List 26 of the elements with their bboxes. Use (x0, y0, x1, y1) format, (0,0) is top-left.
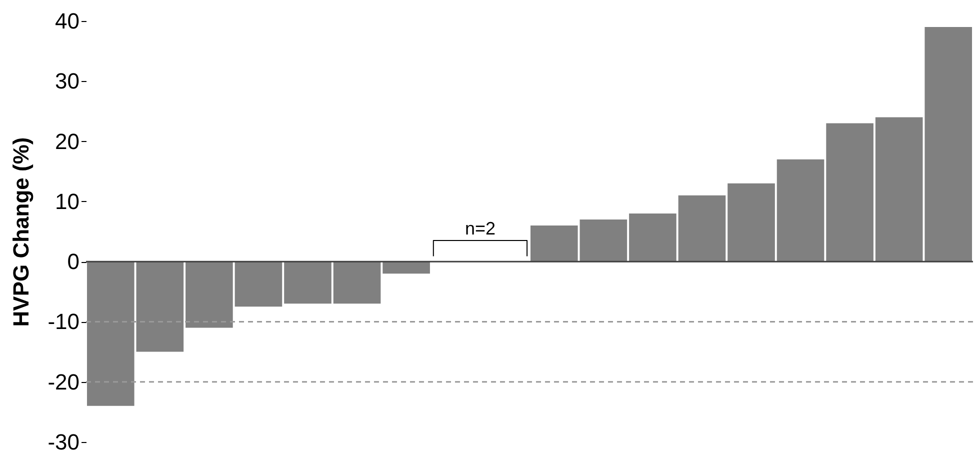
bar (333, 262, 381, 304)
bar (776, 159, 824, 262)
annotation: n=2 (464, 218, 496, 239)
y-tick-label: 10 (55, 188, 80, 214)
y-tick-label: 40 (55, 8, 80, 34)
bar (924, 27, 972, 262)
bar (728, 183, 775, 262)
bar (86, 262, 134, 406)
bar (826, 123, 874, 262)
bar (678, 195, 726, 262)
y-tick-label: 0 (67, 249, 80, 274)
bar (186, 262, 233, 328)
y-tick-label: -10 (48, 309, 80, 334)
bar (136, 262, 184, 352)
bar (580, 219, 628, 262)
y-tick-label: 30 (55, 68, 80, 94)
bar (530, 225, 578, 262)
y-axis-title: HVPG Change (%) (8, 137, 34, 327)
y-tick-label: 20 (55, 128, 80, 154)
bar (284, 262, 332, 304)
y-tick-label: -20 (48, 369, 80, 394)
y-tick-label: -30 (48, 430, 80, 454)
bar (629, 213, 676, 262)
bar (382, 262, 430, 274)
bar (234, 262, 282, 307)
bar (875, 117, 923, 262)
